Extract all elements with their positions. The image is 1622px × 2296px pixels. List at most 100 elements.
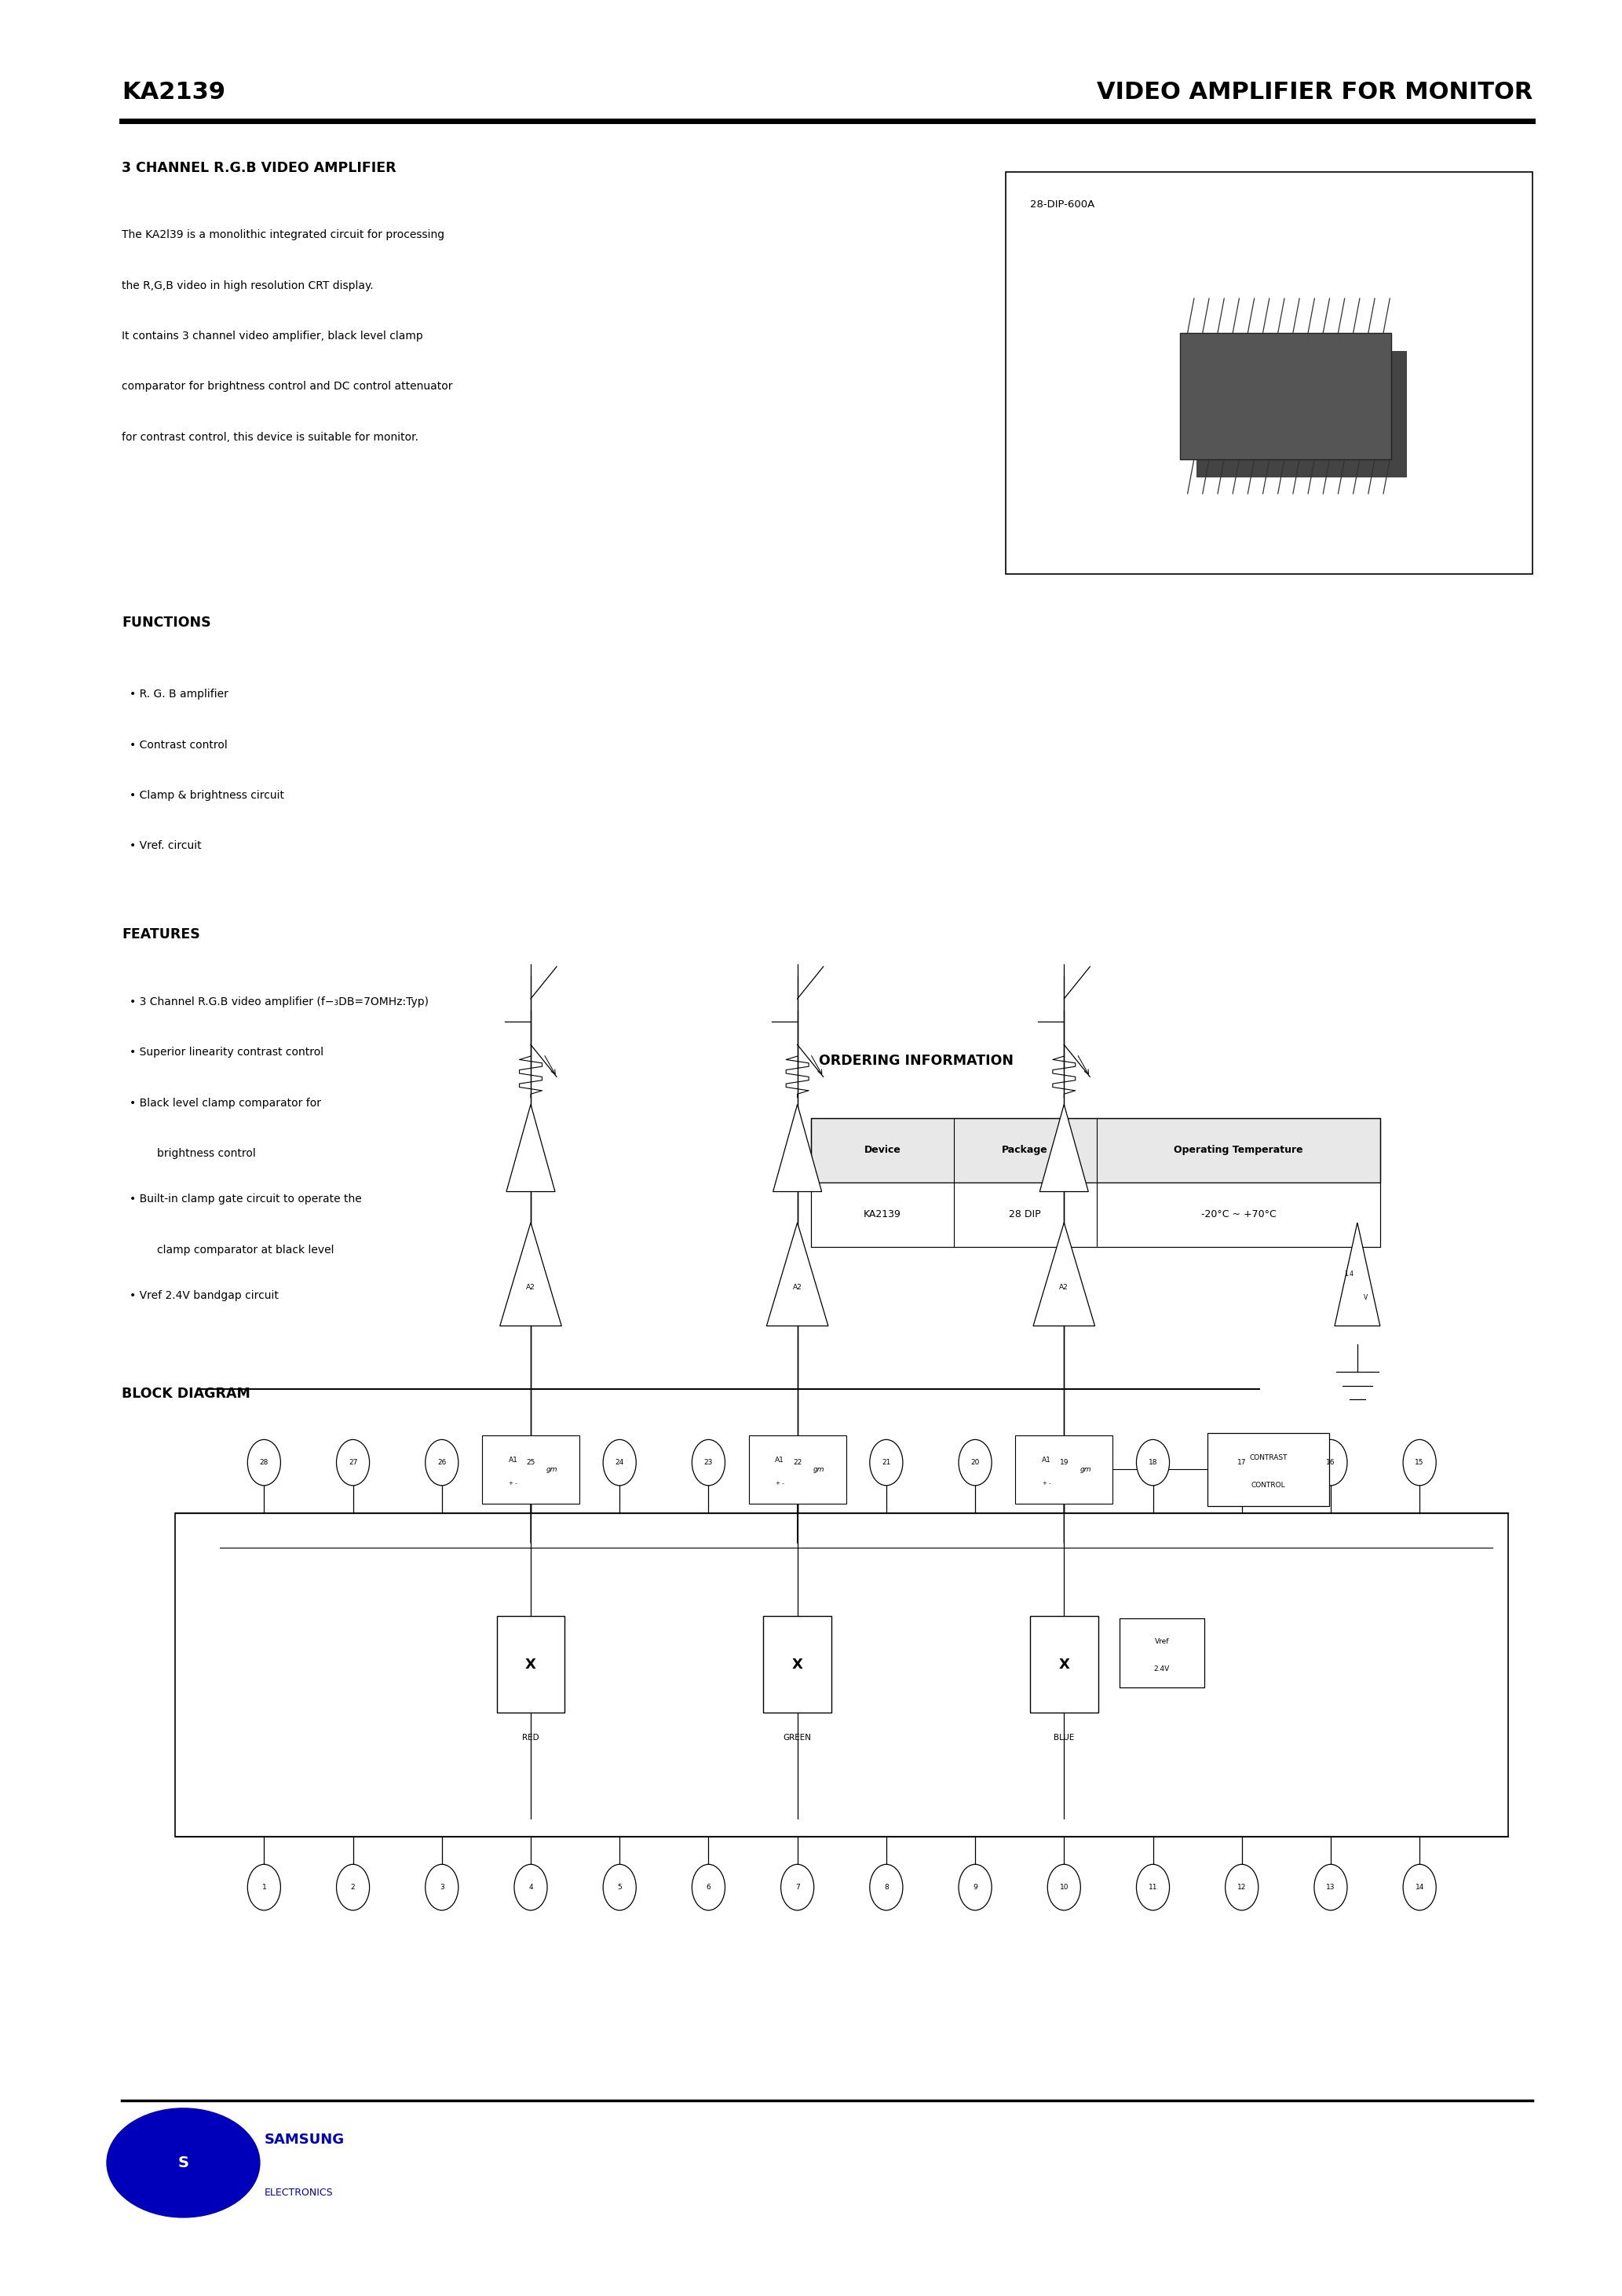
Text: The KA2l39 is a monolithic integrated circuit for processing: The KA2l39 is a monolithic integrated ci… xyxy=(122,230,444,241)
Text: 8: 8 xyxy=(884,1883,889,1892)
Text: 15: 15 xyxy=(1414,1458,1424,1467)
Text: gm: gm xyxy=(813,1465,824,1474)
Text: 26: 26 xyxy=(438,1458,446,1467)
Ellipse shape xyxy=(248,1864,281,1910)
Bar xyxy=(1006,172,1533,574)
Text: 2.4V: 2.4V xyxy=(1153,1665,1169,1674)
Text: A2: A2 xyxy=(793,1283,801,1290)
Text: X: X xyxy=(526,1658,537,1671)
Text: 11: 11 xyxy=(1148,1883,1158,1892)
Ellipse shape xyxy=(780,1864,814,1910)
Text: 28: 28 xyxy=(260,1458,269,1467)
Ellipse shape xyxy=(514,1864,547,1910)
Ellipse shape xyxy=(869,1864,903,1910)
Ellipse shape xyxy=(1403,1864,1435,1910)
Ellipse shape xyxy=(959,1440,991,1486)
Ellipse shape xyxy=(1225,1440,1259,1486)
Text: • Black level clamp comparator for: • Black level clamp comparator for xyxy=(130,1097,321,1109)
Text: 13: 13 xyxy=(1327,1883,1335,1892)
Ellipse shape xyxy=(869,1440,903,1486)
Text: 21: 21 xyxy=(882,1458,890,1467)
Text: Package: Package xyxy=(1002,1146,1048,1155)
Ellipse shape xyxy=(1137,1864,1169,1910)
Text: comparator for brightness control and DC control attenuator: comparator for brightness control and DC… xyxy=(122,381,453,393)
Bar xyxy=(1030,1616,1098,1713)
Polygon shape xyxy=(506,1104,555,1192)
Polygon shape xyxy=(500,1221,561,1327)
Text: brightness control: brightness control xyxy=(157,1148,256,1159)
Ellipse shape xyxy=(105,2108,260,2218)
Text: SAMSUNG: SAMSUNG xyxy=(264,2133,344,2147)
Ellipse shape xyxy=(1137,1440,1169,1486)
Text: A1: A1 xyxy=(509,1456,517,1465)
Ellipse shape xyxy=(693,1864,725,1910)
Ellipse shape xyxy=(336,1440,370,1486)
Bar xyxy=(1197,351,1408,478)
Text: + -: + - xyxy=(509,1481,517,1486)
Text: 3 CHANNEL R.G.B VIDEO AMPLIFIER: 3 CHANNEL R.G.B VIDEO AMPLIFIER xyxy=(122,161,396,174)
Text: • Superior linearity contrast control: • Superior linearity contrast control xyxy=(130,1047,324,1058)
Text: 25: 25 xyxy=(526,1458,535,1467)
Ellipse shape xyxy=(780,1440,814,1486)
Text: 1: 1 xyxy=(261,1883,266,1892)
Ellipse shape xyxy=(1314,1864,1348,1910)
Text: 3: 3 xyxy=(440,1883,444,1892)
Text: for contrast control, this device is suitable for monitor.: for contrast control, this device is sui… xyxy=(122,432,418,443)
Text: KA2139: KA2139 xyxy=(122,80,225,103)
Polygon shape xyxy=(774,1104,822,1192)
Text: A1: A1 xyxy=(775,1456,785,1465)
Text: S: S xyxy=(178,2156,188,2170)
Ellipse shape xyxy=(425,1440,459,1486)
Text: 9: 9 xyxy=(973,1883,978,1892)
Text: 7: 7 xyxy=(795,1883,800,1892)
Text: A1: A1 xyxy=(1041,1456,1051,1465)
Text: the R,G,B video in high resolution CRT display.: the R,G,B video in high resolution CRT d… xyxy=(122,280,373,292)
Text: Vref: Vref xyxy=(1155,1637,1169,1646)
Text: + -: + - xyxy=(775,1481,783,1486)
Text: It contains 3 channel video amplifier, black level clamp: It contains 3 channel video amplifier, b… xyxy=(122,331,423,342)
Ellipse shape xyxy=(248,1440,281,1486)
Bar xyxy=(175,1513,1508,1837)
Text: GREEN: GREEN xyxy=(783,1733,811,1740)
Text: 28 DIP: 28 DIP xyxy=(1009,1210,1041,1219)
Text: 20: 20 xyxy=(970,1458,980,1467)
Text: • Contrast control: • Contrast control xyxy=(130,739,227,751)
Text: • 3 Channel R.G.B video amplifier (f−₃DB=7OMHz:Typ): • 3 Channel R.G.B video amplifier (f−₃DB… xyxy=(130,996,428,1008)
Text: FUNCTIONS: FUNCTIONS xyxy=(122,615,211,629)
Text: • Built-in clamp gate circuit to operate the: • Built-in clamp gate circuit to operate… xyxy=(130,1194,362,1205)
Text: 14: 14 xyxy=(1414,1883,1424,1892)
Text: -20°C ~ +70°C: -20°C ~ +70°C xyxy=(1200,1210,1277,1219)
Text: 18: 18 xyxy=(1148,1458,1158,1467)
Text: + -: + - xyxy=(1043,1481,1051,1486)
Bar xyxy=(1208,1433,1330,1506)
Ellipse shape xyxy=(514,1440,547,1486)
Ellipse shape xyxy=(425,1864,459,1910)
Text: • R. G. B amplifier: • R. G. B amplifier xyxy=(130,689,229,700)
Text: 19: 19 xyxy=(1059,1458,1069,1467)
Text: A2: A2 xyxy=(526,1283,535,1290)
Text: X: X xyxy=(792,1658,803,1671)
Text: FEATURES: FEATURES xyxy=(122,928,200,941)
Text: 4: 4 xyxy=(529,1883,534,1892)
Bar xyxy=(811,1182,1380,1247)
Text: A2: A2 xyxy=(1059,1283,1069,1290)
Ellipse shape xyxy=(693,1440,725,1486)
Text: VIDEO AMPLIFIER FOR MONITOR: VIDEO AMPLIFIER FOR MONITOR xyxy=(1096,80,1533,103)
Text: X: X xyxy=(1059,1658,1069,1671)
Text: 28-DIP-600A: 28-DIP-600A xyxy=(1030,200,1095,209)
Text: Operating Temperature: Operating Temperature xyxy=(1174,1146,1302,1155)
Polygon shape xyxy=(767,1221,829,1327)
Text: gm: gm xyxy=(547,1465,558,1474)
Text: 16: 16 xyxy=(1327,1458,1335,1467)
Ellipse shape xyxy=(603,1864,636,1910)
Text: BLOCK DIAGRAM: BLOCK DIAGRAM xyxy=(122,1387,250,1401)
Bar xyxy=(482,1435,579,1504)
Text: 10: 10 xyxy=(1059,1883,1069,1892)
Polygon shape xyxy=(1033,1221,1095,1327)
Text: ELECTRONICS: ELECTRONICS xyxy=(264,2188,333,2197)
Ellipse shape xyxy=(603,1440,636,1486)
Bar xyxy=(811,1118,1380,1182)
Text: 5: 5 xyxy=(618,1883,621,1892)
Ellipse shape xyxy=(1048,1440,1080,1486)
Text: 27: 27 xyxy=(349,1458,357,1467)
